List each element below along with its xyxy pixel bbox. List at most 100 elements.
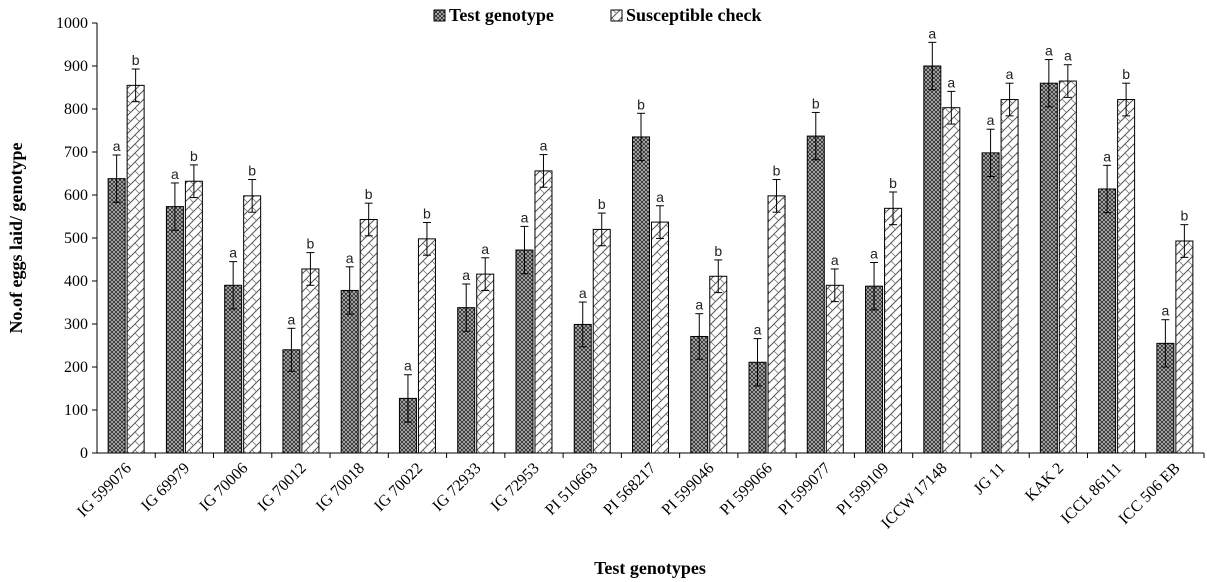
bar-test-genotype-pi-568217 [632,136,650,454]
significance-letter: a [656,189,664,205]
significance-letter: b [714,243,722,259]
bar-test-genotype-jg-11 [981,152,1000,454]
significance-letter: b [637,96,645,112]
significance-letter: a [540,138,548,154]
y-tick-label: 700 [64,144,88,161]
x-axis-title: Test genotypes [594,558,706,578]
significance-letter: a [481,241,489,257]
y-tick-label: 800 [64,101,88,118]
x-tick-label: IG 72933 [429,460,484,515]
y-tick-label: 100 [64,402,88,419]
y-axis-title: No.of eggs laid/ genotype [6,142,26,333]
significance-letter: a [1064,48,1072,64]
significance-letter: a [695,297,703,313]
x-axis-ticks: IG 599076 IG 69979 IG 70006 IG 70012 IG 7001… [74,453,1205,532]
significance-letter: a [521,209,529,225]
bar-test-genotype-ig-72953 [515,249,534,454]
bar-test-genotype-ig-70018 [340,289,359,454]
bar-susceptible-check-jg-11 [1000,99,1019,454]
significance-letter: b [132,52,140,68]
significance-letter: a [404,358,412,374]
x-tick-label: PI 599066 [717,460,776,519]
significance-letter: b [365,186,373,202]
legend-label-test-genotype: Test genotype [449,5,554,25]
x-tick-label: IG 70006 [196,460,251,515]
significance-letter: a [346,250,354,266]
bar-susceptible-check-kak-2 [1058,80,1077,454]
significance-letter: b [1122,66,1130,82]
bar-susceptible-check-ig-70018 [359,219,378,454]
y-tick-label: 400 [64,273,88,290]
significance-letter: b [812,95,820,111]
bar-susceptible-check-pi-599046 [709,275,728,454]
significance-letter: a [288,311,296,327]
bar-susceptible-check-ig-70012 [301,268,320,454]
significance-letter: a [462,267,470,283]
bar-susceptible-check-ig-72933 [476,273,495,454]
bar-susceptible-check-pi-599077 [825,284,844,454]
x-tick-label: PI 599077 [775,460,834,519]
y-tick-label: 200 [64,359,88,376]
significance-letter: b [889,175,897,191]
significance-letter: a [831,252,839,268]
x-tick-label: PI 599109 [834,460,893,519]
significance-letter: a [579,285,587,301]
significance-letter: b [248,163,256,179]
bar-susceptible-check-icc-506-eb [1175,240,1194,454]
significance-letter: b [307,236,315,252]
bar-susceptible-check-pi-599109 [884,207,903,454]
significance-letter: a [1006,66,1014,82]
x-tick-label: IG 69979 [138,460,193,515]
y-axis-ticks: 0 100 200 300 400 500 600 700 800 900 1000 [56,15,97,462]
bar-susceptible-check-pi-510663 [592,228,611,454]
bar-susceptible-check-ig-69979 [184,180,203,454]
significance-letter: a [947,74,955,90]
x-tick-label: JG 11 [971,460,1009,498]
bar-susceptible-check-iccw-17148 [942,107,961,454]
significance-letter: b [423,206,431,222]
bar-test-genotype-pi-599077 [806,135,825,454]
bar-susceptible-check-ig-72953 [534,170,553,454]
significance-letter: a [987,112,995,128]
bar-test-genotype-ig-599076 [107,178,126,454]
x-tick-label: IG 70018 [313,460,368,515]
x-tick-label: PI 599046 [659,460,718,519]
bar-test-genotype-pi-599109 [865,285,884,454]
significance-letter: a [1103,148,1111,164]
significance-letter: a [171,166,179,182]
significance-letter: a [928,25,936,41]
legend: Test genotype Susceptible check [433,5,762,25]
x-tick-label: KAK 2 [1022,460,1067,505]
bar-susceptible-check-ig-599076 [126,84,145,454]
significance-letter: b [1180,208,1188,224]
x-tick-label: IG 70022 [371,460,426,515]
significance-letter: b [773,163,781,179]
bar-susceptible-check-iccl-86111 [1117,99,1136,454]
x-tick-label: IG 70012 [255,460,310,515]
x-tick-label: PI 510663 [542,460,601,519]
significance-letter: b [190,148,198,164]
bar-test-genotype-ig-70006 [224,284,243,454]
legend-swatch-susceptible-check [610,9,623,22]
bar-susceptible-check-ig-70022 [417,238,436,454]
bar-test-genotype-ig-69979 [165,206,184,454]
significance-letter: a [754,322,762,338]
significance-letter: a [1161,303,1169,319]
significance-letter: a [870,246,878,262]
x-tick-label: ICCL 86111 [1058,460,1126,528]
bar-test-genotype-kak-2 [1039,82,1058,454]
y-tick-label: 900 [64,58,88,75]
x-tick-label: PI 568217 [600,460,659,519]
bar-test-genotype-iccw-17148 [923,65,942,454]
significance-letter: a [113,138,121,154]
x-tick-label: IG 72953 [488,460,543,515]
y-tick-label: 500 [64,230,88,247]
significance-letter: a [229,245,237,261]
bar-susceptible-check-ig-70006 [243,195,262,454]
bar-susceptible-check-pi-599066 [767,195,786,454]
y-tick-label: 300 [64,316,88,333]
x-tick-label: ICC 506 EB [1116,460,1184,528]
legend-swatch-test-genotype [433,9,446,22]
